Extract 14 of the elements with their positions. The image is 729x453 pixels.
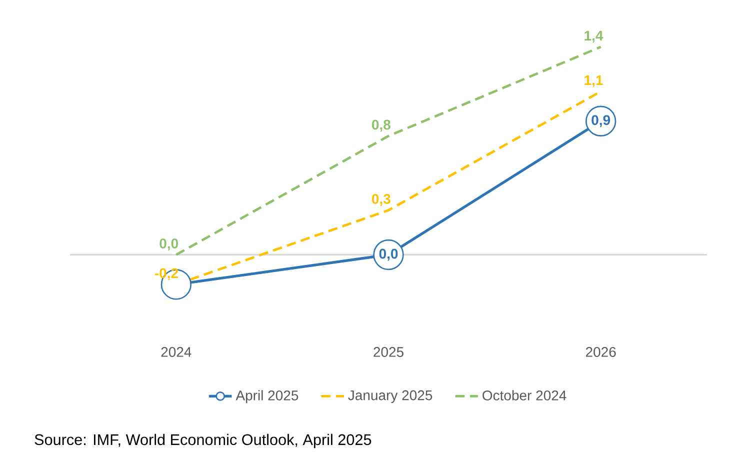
x-tick-label: 2024 [161,347,192,357]
data-label: 1,1 [584,75,603,88]
data-label: 0,8 [372,120,390,132]
x-tick-label: 2025 [374,347,404,357]
data-label: 0,0 [160,238,178,250]
data-label: 1,4 [584,30,604,43]
legend-label: January 2025 [348,390,432,403]
data-label: 0,0 [379,248,398,261]
data-label: 0,3 [372,194,390,206]
x-tick-label: 2026 [586,347,616,357]
source-note: Source: IMF, World Economic Outlook, April 2025 [34,434,372,448]
legend-label: October 2024 [482,390,566,400]
legend-label: April 2025 [236,390,298,404]
data-label: 0,9 [592,115,610,128]
